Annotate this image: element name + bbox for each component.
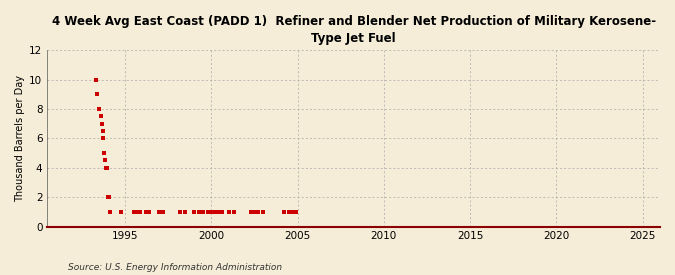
- Point: [154, 210, 165, 214]
- Point: [101, 166, 112, 170]
- Point: [94, 107, 105, 111]
- Point: [213, 210, 223, 214]
- Point: [135, 210, 146, 214]
- Point: [104, 195, 115, 199]
- Point: [188, 210, 199, 214]
- Point: [249, 210, 260, 214]
- Point: [97, 122, 107, 126]
- Point: [223, 210, 234, 214]
- Point: [252, 210, 263, 214]
- Point: [287, 210, 298, 214]
- Point: [284, 210, 294, 214]
- Point: [105, 210, 115, 214]
- Point: [258, 210, 269, 214]
- Point: [290, 210, 301, 214]
- Point: [101, 166, 111, 170]
- Point: [197, 210, 208, 214]
- Point: [98, 136, 109, 141]
- Point: [228, 210, 239, 214]
- Point: [209, 210, 220, 214]
- Point: [144, 210, 155, 214]
- Point: [95, 114, 106, 119]
- Point: [194, 210, 205, 214]
- Point: [90, 78, 101, 82]
- Point: [157, 210, 168, 214]
- Y-axis label: Thousand Barrels per Day: Thousand Barrels per Day: [15, 75, 25, 202]
- Point: [99, 151, 109, 155]
- Point: [97, 129, 108, 133]
- Point: [175, 210, 186, 214]
- Point: [246, 210, 256, 214]
- Point: [202, 210, 213, 214]
- Point: [278, 210, 289, 214]
- Text: Source: U.S. Energy Information Administration: Source: U.S. Energy Information Administ…: [68, 263, 281, 272]
- Point: [180, 210, 191, 214]
- Point: [103, 195, 113, 199]
- Point: [206, 210, 217, 214]
- Point: [92, 92, 103, 97]
- Point: [128, 210, 139, 214]
- Point: [140, 210, 151, 214]
- Point: [132, 210, 142, 214]
- Point: [100, 158, 111, 163]
- Point: [116, 210, 127, 214]
- Point: [216, 210, 227, 214]
- Title: 4 Week Avg East Coast (PADD 1)  Refiner and Blender Net Production of Military K: 4 Week Avg East Coast (PADD 1) Refiner a…: [51, 15, 655, 45]
- Point: [103, 195, 114, 199]
